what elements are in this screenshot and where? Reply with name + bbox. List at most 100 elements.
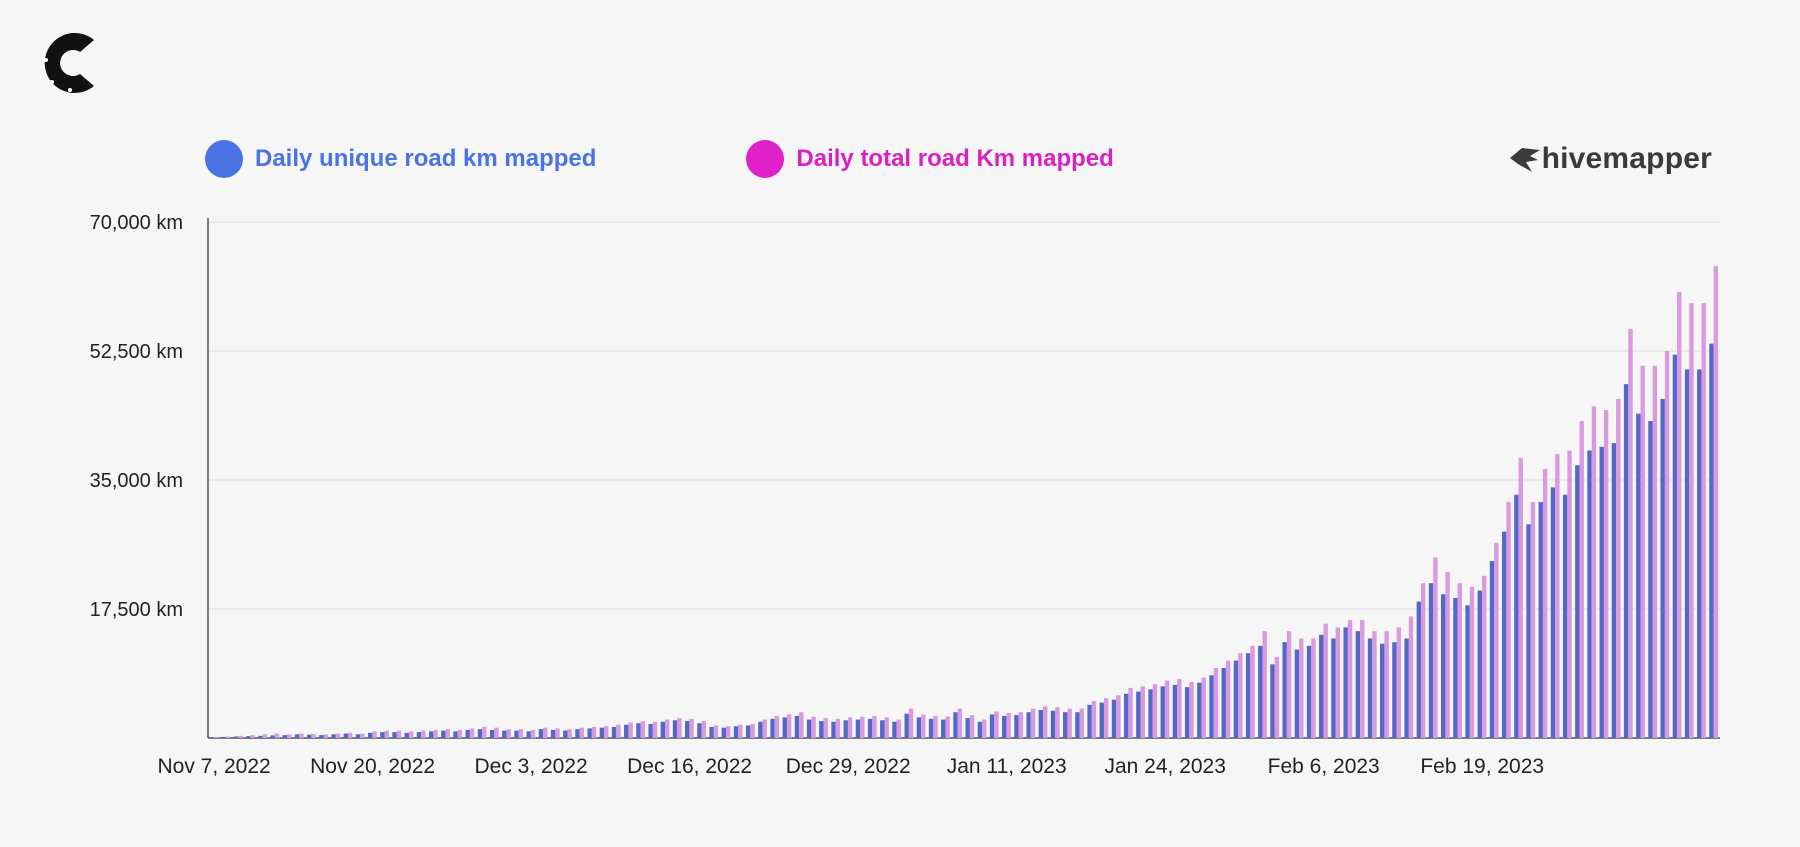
bar-total <box>1616 398 1621 738</box>
bar-unique <box>928 718 934 738</box>
bar-unique <box>563 730 568 738</box>
bar-total <box>1494 542 1499 738</box>
bar-unique <box>258 735 263 738</box>
bar-unique <box>1562 494 1568 738</box>
bar-unique <box>1282 642 1287 738</box>
bar-total <box>738 724 743 738</box>
bar-unique <box>1184 687 1190 738</box>
bar-unique <box>380 732 385 738</box>
bar-unique <box>392 732 397 738</box>
bar-unique <box>331 734 336 738</box>
y-tick-label: 35,000 km <box>90 470 183 492</box>
bar-unique <box>1050 710 1056 738</box>
bar-total <box>506 729 511 738</box>
legend-dot-unique <box>205 140 243 178</box>
bar-unique <box>1636 413 1641 738</box>
bar-unique <box>538 729 544 738</box>
bar-total <box>786 714 792 738</box>
bar-unique <box>428 731 434 738</box>
bar-unique <box>1672 354 1678 738</box>
bar-total <box>1713 266 1719 738</box>
bar-unique <box>599 727 605 738</box>
bar-total <box>1677 292 1682 738</box>
bar-unique <box>745 725 751 738</box>
bar-unique <box>233 736 239 738</box>
hivemapper-logo: hivemapper <box>1508 142 1712 176</box>
bar-unique <box>1428 583 1434 738</box>
bar-unique <box>514 730 519 738</box>
bar-unique <box>1709 343 1714 738</box>
bar-total <box>982 719 987 738</box>
bar-total <box>1043 706 1048 738</box>
bar-unique <box>355 734 361 738</box>
bar-total <box>518 729 524 738</box>
bar-total <box>347 732 353 738</box>
bar-total <box>689 718 694 738</box>
bar-unique <box>246 736 251 738</box>
bar-unique <box>526 731 531 738</box>
y-axis-ticks: 17,500 km 35,000 km 52,500 km 70,000 km <box>90 212 183 621</box>
bar-unique <box>1160 686 1165 738</box>
bar-unique <box>307 734 312 738</box>
bar-total <box>1055 707 1060 738</box>
bar-total <box>1555 454 1560 738</box>
bar-total <box>1238 653 1243 738</box>
bar-total <box>421 730 426 738</box>
bar-unique <box>733 726 739 738</box>
bar-unique <box>1197 682 1202 738</box>
bar-total <box>1372 631 1377 738</box>
bar-total <box>1030 708 1036 738</box>
legend-label-total: Daily total road Km mapped <box>796 145 1114 172</box>
bar-unique <box>1550 487 1556 738</box>
bar-unique <box>1258 645 1263 738</box>
bar-total <box>1518 457 1523 738</box>
bar-total <box>238 735 243 738</box>
bar-total <box>750 723 755 738</box>
bar-unique <box>1684 369 1690 738</box>
bar-unique <box>1233 660 1239 738</box>
bar-total <box>1664 351 1670 738</box>
bar-unique <box>1575 465 1580 738</box>
bar-total <box>811 716 816 738</box>
bar-unique <box>1623 384 1629 738</box>
bar-total <box>1701 303 1706 738</box>
bar-total <box>1469 586 1475 738</box>
bar-unique <box>953 712 958 738</box>
bar-unique <box>1245 653 1251 738</box>
bar-unique <box>1087 704 1092 738</box>
bar-total <box>323 734 328 738</box>
bar-total <box>604 726 609 738</box>
x-tick-label: Feb 6, 2023 <box>1268 755 1380 778</box>
y-tick-label: 17,500 km <box>90 599 183 621</box>
bar-total <box>530 729 536 738</box>
bar-unique <box>1123 693 1129 738</box>
bar-total <box>1152 684 1158 738</box>
bar-total <box>1311 638 1316 738</box>
bar-total <box>1530 502 1536 738</box>
bar-unique <box>1465 605 1470 738</box>
bar-unique <box>1660 398 1665 738</box>
bar-total <box>1360 620 1365 738</box>
bar-unique <box>1441 594 1446 738</box>
y-tick-label: 70,000 km <box>90 212 183 234</box>
bar-unique <box>1611 443 1617 738</box>
c-logo-icon <box>44 33 94 93</box>
bar-total <box>433 729 438 738</box>
bar-unique <box>1002 715 1007 738</box>
bar-unique <box>1697 369 1702 738</box>
bar-total <box>957 708 963 738</box>
bar-total <box>860 716 865 738</box>
bar-total <box>1421 583 1426 738</box>
bar-total <box>1542 468 1548 738</box>
brand-name: hivemapper <box>1541 142 1712 175</box>
bar-total <box>591 726 597 738</box>
bar-total <box>482 726 487 738</box>
bar-total <box>1091 701 1097 738</box>
bar-unique <box>709 726 714 738</box>
bar-unique <box>1526 524 1531 738</box>
bar-unique <box>1355 631 1361 738</box>
x-tick-label: Dec 16, 2022 <box>627 755 752 778</box>
bar-total <box>543 727 548 738</box>
bar-unique <box>1063 712 1068 738</box>
bar-total <box>1201 677 1206 738</box>
